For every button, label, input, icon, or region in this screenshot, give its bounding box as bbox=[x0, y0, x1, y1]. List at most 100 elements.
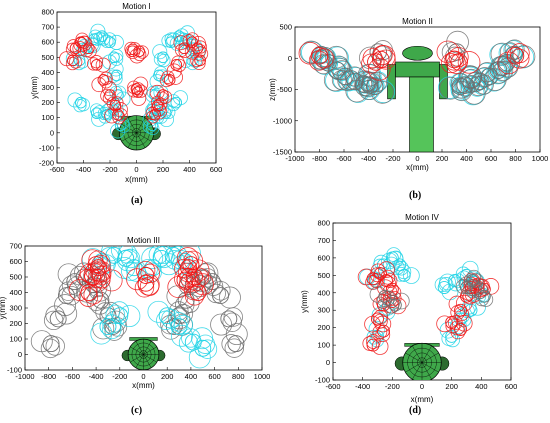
y-tick-label: 100 bbox=[9, 335, 22, 344]
x-axis-label: x(mm) bbox=[125, 175, 148, 184]
x-tick-label: 800 bbox=[232, 372, 245, 381]
data-point-red bbox=[77, 35, 97, 58]
x-tick-label: 600 bbox=[505, 382, 518, 391]
data-point-gray bbox=[369, 286, 396, 308]
y-tick-label: 400 bbox=[41, 68, 54, 77]
y-axis-label: y(mm) bbox=[30, 76, 39, 99]
x-tick-label: 600 bbox=[208, 372, 221, 381]
y-tick-label: 0 bbox=[288, 54, 292, 63]
data-point-red bbox=[125, 43, 149, 62]
chart-title: Motion IV bbox=[405, 213, 439, 222]
data-point-red bbox=[126, 268, 160, 298]
y-tick-label: 100 bbox=[41, 113, 54, 122]
x-tick-label: 0 bbox=[134, 165, 138, 174]
plot-area bbox=[357, 247, 500, 380]
data-point-red bbox=[362, 334, 389, 355]
data-point-cyan bbox=[105, 301, 141, 328]
x-tick-label: -1000 bbox=[285, 154, 304, 163]
x-tick-label: -600 bbox=[325, 382, 340, 391]
panel-label-c: (c) bbox=[131, 405, 142, 416]
data-point-cyan bbox=[67, 92, 90, 113]
x-tick-label: 600 bbox=[210, 165, 223, 174]
y-tick-label: 600 bbox=[9, 257, 22, 266]
chart-title: Motion II bbox=[402, 17, 433, 26]
x-tick-label: -1000 bbox=[15, 372, 34, 381]
x-tick-label: -400 bbox=[355, 382, 370, 391]
data-point-cyan bbox=[147, 300, 181, 331]
data-point-red bbox=[159, 69, 183, 88]
y-tick-label: -500 bbox=[277, 85, 292, 94]
y-tick-label: 500 bbox=[279, 23, 292, 32]
robot-body-illustration bbox=[121, 337, 166, 370]
data-point-cyan bbox=[116, 249, 146, 282]
panel-label-a: (a) bbox=[131, 195, 143, 206]
data-point-cyan bbox=[90, 23, 111, 46]
chart-panel: -1000 -800 -600 -400 -200 0 200 400 600 800 1000-1… bbox=[0, 236, 270, 390]
x-tick-label: 1000 bbox=[254, 372, 271, 381]
data-point-gray bbox=[221, 323, 248, 358]
data-point-gray bbox=[359, 40, 393, 70]
x-tick-label: -200 bbox=[385, 154, 400, 163]
x-tick-label: 400 bbox=[475, 382, 488, 391]
y-tick-label: 700 bbox=[317, 236, 330, 245]
x-tick-label: -800 bbox=[312, 154, 327, 163]
y-tick-label: 800 bbox=[41, 8, 54, 17]
x-tick-label: -800 bbox=[41, 372, 56, 381]
y-axis-label: y(mm) bbox=[300, 290, 309, 313]
x-tick-label: 800 bbox=[509, 154, 522, 163]
data-point-cyan bbox=[152, 44, 171, 68]
data-point-gray bbox=[323, 55, 352, 92]
y-tick-label: 500 bbox=[317, 271, 330, 280]
y-tick-label: 500 bbox=[9, 273, 22, 282]
data-point-red bbox=[59, 51, 83, 71]
plot-area bbox=[30, 246, 248, 370]
x-tick-label: 400 bbox=[183, 165, 196, 174]
data-point-red bbox=[183, 273, 214, 306]
data-point-red bbox=[87, 55, 111, 73]
y-axis-label: y(mm) bbox=[0, 296, 7, 319]
chart-title: Motion I bbox=[122, 2, 150, 11]
plot-area bbox=[298, 30, 536, 152]
y-tick-label: -200 bbox=[39, 159, 54, 168]
data-point-red bbox=[367, 44, 396, 81]
data-point-red bbox=[100, 81, 117, 105]
x-tick-label: 200 bbox=[157, 165, 170, 174]
x-tick-label: -600 bbox=[336, 154, 351, 163]
chart-title: Motion III bbox=[127, 236, 160, 245]
y-tick-label: 600 bbox=[317, 253, 330, 262]
y-tick-label: -1500 bbox=[273, 148, 292, 157]
x-axis-label: x(mm) bbox=[132, 381, 155, 390]
data-point-red bbox=[448, 295, 469, 322]
y-tick-label: 500 bbox=[41, 53, 54, 62]
data-point-red bbox=[104, 108, 128, 125]
y-tick-label: 300 bbox=[317, 306, 330, 315]
chart-panel: -600 -400 -200 0 200 400 600 -200 -100 0 100 200 300… bbox=[30, 2, 222, 184]
data-point-red bbox=[497, 43, 530, 75]
chart-panel: -600 -400 -200 0 200 400 600 -100 0 100 200 300 400 5… bbox=[300, 213, 517, 404]
y-tick-label: 700 bbox=[41, 23, 54, 32]
x-axis-label: x(mm) bbox=[411, 395, 434, 404]
data-point-cyan bbox=[169, 312, 194, 347]
panels: -600 -400 -200 0 200 400 600 -200 -1000 100 200 300… bbox=[0, 2, 548, 404]
y-tick-label: 200 bbox=[317, 323, 330, 332]
x-tick-label: 200 bbox=[436, 154, 449, 163]
y-tick-label: 700 bbox=[9, 242, 22, 251]
y-tick-label: 300 bbox=[9, 304, 22, 313]
x-axis-label: x(mm) bbox=[406, 163, 429, 172]
y-axis-label: z(mm) bbox=[268, 78, 277, 101]
x-tick-label: 1000 bbox=[532, 154, 549, 163]
chart-panel: -1000 -800 -600 -400 -200 0 200 400 600 800 1000-1… bbox=[268, 17, 548, 172]
data-point-gray bbox=[361, 72, 394, 104]
x-tick-label: 400 bbox=[185, 372, 198, 381]
x-tick-label: 0 bbox=[420, 382, 424, 391]
x-tick-label: -200 bbox=[102, 165, 117, 174]
data-point-red bbox=[145, 101, 166, 124]
y-tick-label: 400 bbox=[9, 288, 22, 297]
data-point-red bbox=[149, 84, 173, 105]
y-tick-label: 0 bbox=[50, 128, 54, 137]
data-point-cyan bbox=[188, 334, 218, 369]
x-tick-label: -400 bbox=[76, 165, 91, 174]
data-point-gray bbox=[384, 292, 410, 314]
data-point-cyan bbox=[90, 314, 122, 345]
y-tick-label: -1000 bbox=[273, 116, 292, 125]
